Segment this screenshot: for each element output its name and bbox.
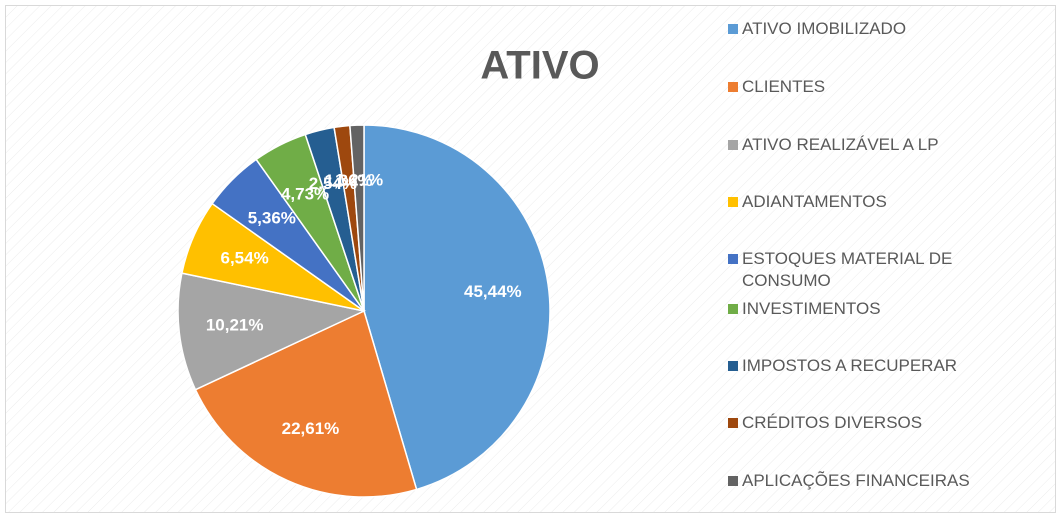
- legend-label: ATIVO IMOBILIZADO: [742, 19, 907, 38]
- legend-label: ADIANTAMENTOS: [742, 192, 887, 211]
- legend-label: CRÉDITOS DIVERSOS: [742, 413, 923, 432]
- legend-item: APLICAÇÕES FINANCEIRAS: [728, 470, 1013, 492]
- legend-label: ATIVO REALIZÁVEL A LP: [742, 135, 939, 154]
- pie-slice: [194, 309, 418, 498]
- data-label: 5,36%: [248, 209, 296, 228]
- legend-label: APLICAÇÕES FINANCEIRAS: [742, 471, 970, 490]
- legend-swatch: [728, 82, 738, 92]
- legend-swatch: [728, 361, 738, 371]
- legend-item: ATIVO IMOBILIZADO: [728, 18, 1013, 40]
- pie-slice: [363, 124, 551, 491]
- legend-swatch: [728, 304, 738, 314]
- legend-item: CLIENTES: [728, 76, 1013, 98]
- data-label: 6,54%: [221, 249, 269, 268]
- data-label: 22,61%: [282, 419, 340, 438]
- legend-item: ATIVO REALIZÁVEL A LP: [728, 134, 1013, 156]
- legend-item: ADIANTAMENTOS: [728, 191, 1013, 213]
- legend-item: ESTOQUES MATERIAL DE CONSUMO: [728, 248, 1013, 292]
- data-label: 45,44%: [464, 282, 522, 301]
- pie-slice: [349, 124, 365, 312]
- legend-swatch: [728, 254, 738, 264]
- legend-swatch: [728, 418, 738, 428]
- data-label: 2,54%: [309, 174, 357, 193]
- legend-swatch: [728, 197, 738, 207]
- legend-item: CRÉDITOS DIVERSOS: [728, 412, 1013, 434]
- legend-item: INVESTIMENTOS: [728, 298, 1013, 320]
- data-label: 1,21%: [335, 170, 383, 189]
- data-label: 4,73%: [281, 184, 329, 203]
- legend-label: ESTOQUES MATERIAL DE CONSUMO: [742, 249, 953, 290]
- legend-swatch: [728, 140, 738, 150]
- legend-swatch: [728, 476, 738, 486]
- legend-label: CLIENTES: [742, 77, 826, 96]
- data-label: 1,36%: [324, 171, 372, 190]
- pie-slice: [177, 272, 367, 391]
- legend-label: INVESTIMENTOS: [742, 299, 881, 318]
- chart-title: ATIVO: [480, 44, 599, 88]
- legend-swatch: [728, 24, 738, 34]
- legend-item: IMPOSTOS A RECUPERAR: [728, 355, 1013, 377]
- data-label: 10,21%: [206, 316, 264, 335]
- legend-label: IMPOSTOS A RECUPERAR: [742, 356, 958, 375]
